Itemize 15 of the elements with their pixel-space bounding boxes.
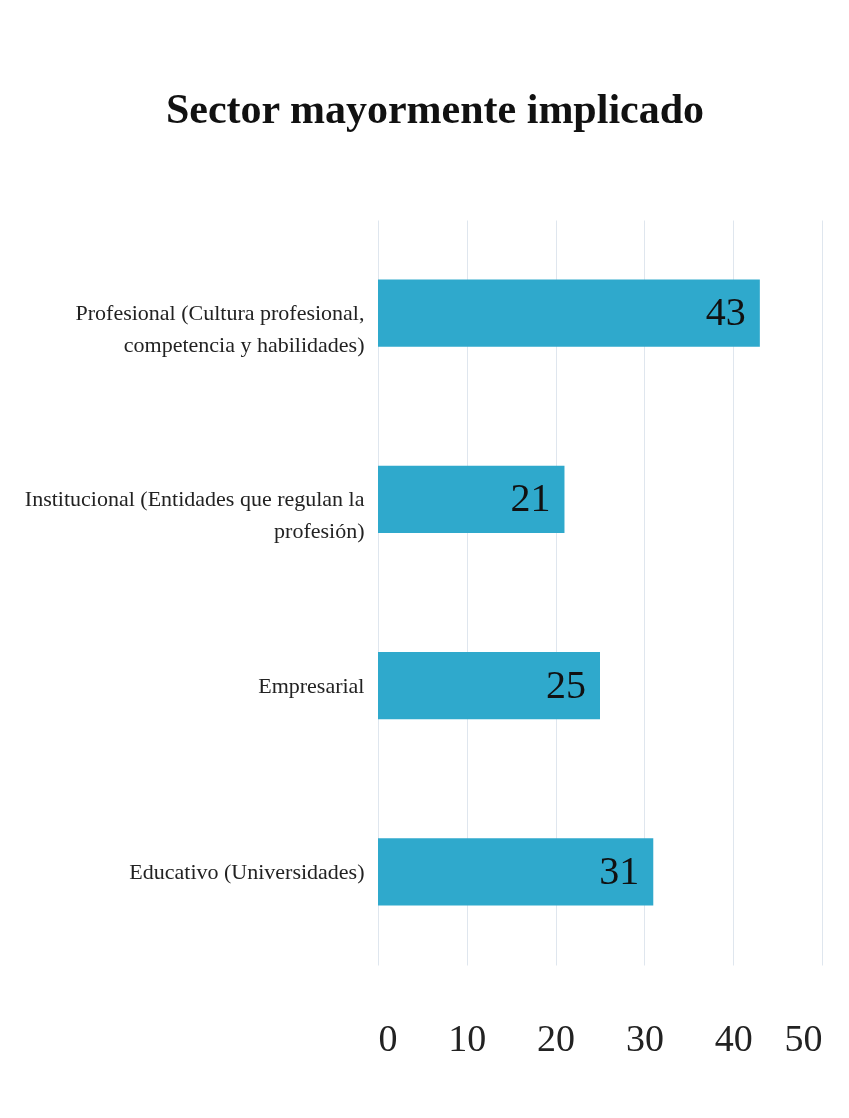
data-label: 25 [546, 661, 586, 707]
y-tick-label: Profesional (Cultura profesional, competencia y habilidades) [75, 300, 365, 358]
y-tick-label: Institucional (Entidades que regulan la profesión) [24, 486, 365, 544]
y-tick-label: Educativo (Universidades) [129, 858, 365, 884]
chart-title: Sector mayormente implicado [165, 86, 705, 132]
x-tick-label: 50 [784, 1016, 823, 1059]
x-tick-label: 20 [537, 1016, 576, 1059]
y-tick-label: Empresarial [258, 672, 365, 698]
x-tick-label: 40 [714, 1016, 753, 1059]
x-tick-label: 0 [378, 1016, 398, 1059]
x-tick-label: 10 [448, 1016, 487, 1059]
data-label: 43 [705, 289, 746, 335]
data-label: 21 [510, 475, 551, 521]
data-label: 31 [599, 847, 640, 893]
x-tick-label: 30 [625, 1016, 664, 1059]
